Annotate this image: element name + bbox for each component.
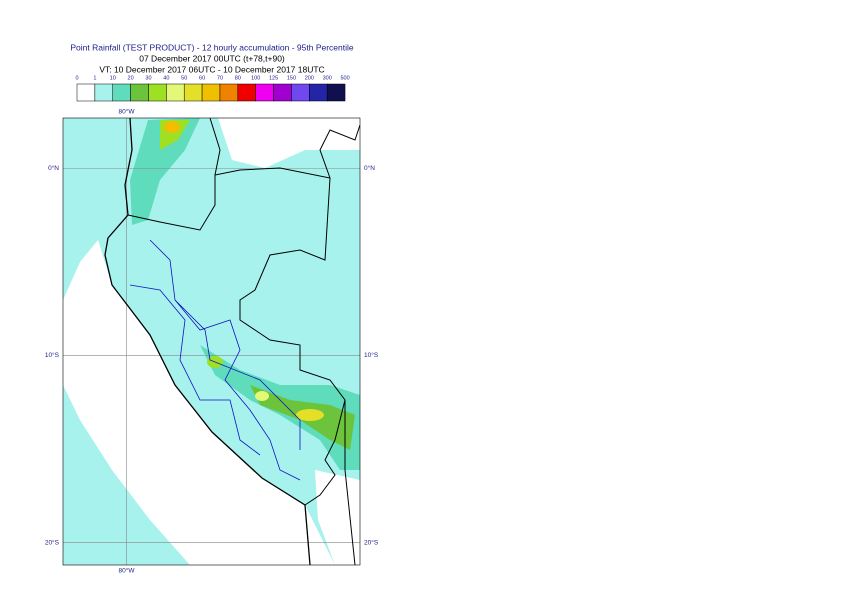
rain-area <box>130 118 200 225</box>
legend-label: 40 <box>163 75 169 81</box>
legend-label: 70 <box>217 75 223 81</box>
legend-label: 80 <box>235 75 241 81</box>
legend: 0 1 10 20 30 40 50 60 70 80 100 125 150 200 300 500 <box>75 75 350 102</box>
lat-label: 10°S <box>45 351 60 359</box>
lat-label: 10°S <box>364 351 379 359</box>
legend-label: 60 <box>199 75 205 81</box>
map-frame <box>62 117 361 566</box>
rain-area <box>164 121 180 133</box>
legend-swatch <box>112 83 131 102</box>
legend-swatch <box>166 83 185 102</box>
legend-swatch <box>291 83 310 102</box>
dry-area <box>218 118 360 168</box>
legend-label: 100 <box>251 75 260 81</box>
legend-label: 50 <box>181 75 187 81</box>
legend-label: 20 <box>128 75 134 81</box>
coastline <box>104 118 311 565</box>
lat-label: 20°S <box>45 538 60 546</box>
region-line <box>174 299 301 450</box>
legend-swatch <box>219 83 239 102</box>
lat-label: 20°S <box>364 538 379 546</box>
legend-swatch <box>76 83 96 102</box>
legend-label: 125 <box>269 75 278 81</box>
region-line <box>149 239 301 481</box>
border <box>209 118 221 176</box>
legend-swatch <box>273 83 292 102</box>
legend-swatch <box>201 83 221 102</box>
legend-label: 0 <box>75 75 78 81</box>
map-area <box>63 118 360 565</box>
title-line: 07 December 2017 00UTC (t+78,t+90) <box>139 53 285 63</box>
title-line: VT: 10 December 2017 06UTC - 10 December… <box>99 64 324 74</box>
legend-swatch <box>237 83 256 102</box>
region-line <box>129 284 261 456</box>
legend-label: 300 <box>323 75 332 81</box>
legend-swatch <box>148 83 167 102</box>
rain-area <box>296 409 324 421</box>
border <box>319 124 360 179</box>
legend-label: 30 <box>145 75 151 81</box>
title-line: Point Rainfall (TEST PRODUCT) - 12 hourl… <box>70 42 354 52</box>
legend-label: 10 <box>110 75 116 81</box>
lat-label: 0°N <box>364 164 375 172</box>
legend-swatch <box>326 83 346 102</box>
border <box>127 167 346 506</box>
legend-label: 150 <box>287 75 296 81</box>
lon-label: 80°W <box>119 108 136 116</box>
lon-label: 80°W <box>119 567 136 575</box>
legend-swatch <box>94 83 113 102</box>
legend-swatch <box>309 83 328 102</box>
lat-label: 0°N <box>48 164 59 172</box>
legend-swatch <box>130 83 149 102</box>
dry-area <box>315 470 360 565</box>
dry-area <box>63 240 335 565</box>
legend-label: 500 <box>340 75 349 81</box>
rain-area <box>255 391 269 401</box>
legend-label: 200 <box>305 75 314 81</box>
legend-swatch <box>255 83 274 102</box>
legend-label: 1 <box>93 75 96 81</box>
legend-swatch <box>183 83 203 102</box>
border <box>344 400 356 565</box>
